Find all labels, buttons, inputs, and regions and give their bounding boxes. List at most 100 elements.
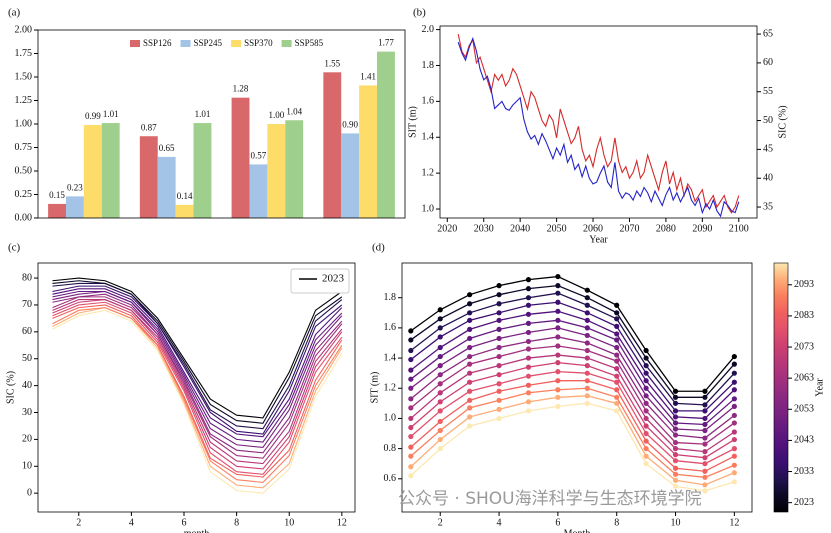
marker (496, 381, 502, 387)
marker (555, 360, 561, 366)
bar (359, 85, 378, 218)
marker (408, 385, 414, 391)
legend-label: SSP126 (143, 38, 172, 48)
marker (643, 385, 649, 391)
marker (496, 292, 502, 298)
marker (731, 420, 737, 426)
marker (672, 458, 679, 464)
y-tick-label: 50 (22, 353, 32, 364)
marker (643, 438, 649, 444)
x-tick-label: 2090 (692, 223, 712, 234)
value-label: 1.28 (233, 84, 249, 94)
x-tick-label: SIC (167, 225, 184, 237)
marker (555, 403, 561, 409)
x-tick-label: overall (344, 225, 375, 237)
marker (408, 415, 414, 422)
marker (525, 373, 532, 379)
y-axis-label: SIC (%) (5, 371, 16, 404)
y-axis-label: SIT (m) (369, 372, 380, 404)
marker (731, 446, 737, 452)
marker (496, 310, 502, 316)
x-axis-label: month (184, 528, 210, 533)
marker (584, 363, 590, 369)
y-tick-label: 0 (27, 487, 32, 498)
marker (467, 335, 473, 342)
marker (672, 432, 679, 438)
marker (672, 408, 679, 414)
marker (643, 423, 649, 429)
marker (555, 308, 561, 314)
marker (643, 415, 649, 422)
marker (702, 441, 708, 447)
y-tick-label: 2.0 (422, 24, 435, 35)
marker (731, 353, 737, 360)
series-line (52, 290, 343, 443)
marker (584, 355, 590, 361)
marker (614, 302, 620, 308)
marker (437, 363, 443, 369)
marker (467, 310, 473, 316)
marker (702, 488, 708, 494)
marker (467, 379, 473, 385)
series-line (52, 304, 343, 478)
legend-label: 2023 (322, 273, 345, 285)
bar (175, 204, 194, 218)
marker (731, 462, 737, 468)
marker (555, 273, 561, 280)
x-tick-label: 12 (337, 517, 347, 528)
x-tick-label: 2060 (583, 223, 603, 234)
marker (614, 310, 620, 316)
legend-swatch (130, 40, 140, 47)
series-line (52, 293, 343, 454)
x-tick-label: 12 (729, 517, 739, 528)
bar (341, 133, 360, 218)
marker (408, 464, 414, 470)
series-line (52, 296, 343, 459)
marker (555, 387, 561, 393)
marker (525, 408, 532, 414)
marker (408, 444, 414, 450)
y2-tick-label: 40 (763, 173, 773, 184)
series-line (410, 345, 735, 445)
value-label: 0.15 (49, 190, 65, 200)
y2-tick-label: 60 (763, 57, 773, 68)
axes-frame (37, 262, 356, 513)
marker (643, 363, 649, 369)
bar (101, 123, 120, 218)
marker (584, 317, 590, 323)
marker (525, 329, 532, 336)
marker (437, 316, 443, 322)
marker (467, 344, 473, 351)
series-line (410, 402, 735, 492)
y-tick-label: 0.00 (15, 212, 33, 223)
y-tick-label: 80 (22, 272, 32, 283)
marker (437, 436, 443, 443)
x-tick-label: 6 (555, 517, 560, 528)
marker (525, 355, 532, 361)
marker (643, 408, 649, 414)
marker (731, 361, 737, 367)
marker (496, 335, 502, 342)
series-line (52, 309, 343, 494)
marker (437, 353, 443, 360)
value-label: 0.23 (67, 182, 83, 192)
x-tick-label: 10 (671, 517, 681, 528)
y-tick-label: 1.0 (422, 203, 435, 214)
marker (614, 323, 620, 329)
bar (377, 51, 395, 218)
marker (731, 396, 737, 402)
y-tick-label: 1.4 (422, 132, 435, 143)
marker (467, 370, 473, 376)
marker (555, 299, 561, 305)
marker (702, 427, 708, 434)
marker (702, 482, 708, 488)
marker (702, 402, 708, 408)
x-tick-label: 2070 (619, 223, 639, 234)
x-axis-label: Year (589, 234, 608, 245)
marker (643, 370, 649, 376)
legend-swatch (231, 40, 242, 47)
marker (437, 446, 443, 452)
series-line (52, 288, 343, 438)
series-line (410, 336, 735, 439)
marker (702, 435, 708, 441)
